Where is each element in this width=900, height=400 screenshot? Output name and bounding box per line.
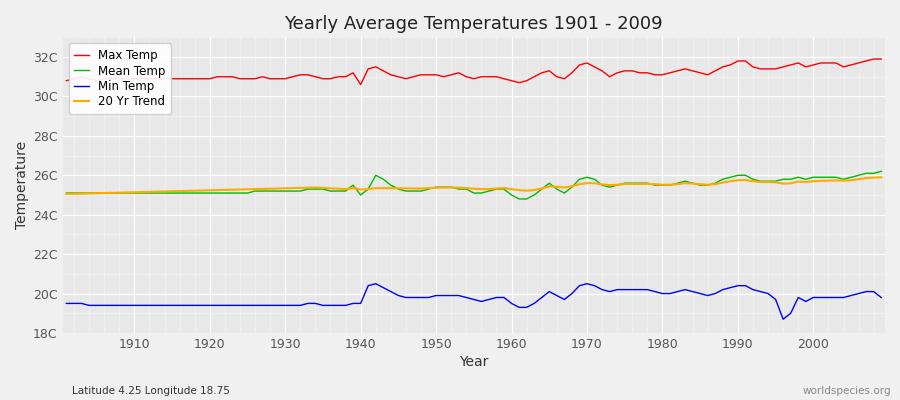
Max Temp: [876, 57, 886, 62]
Min Temp: [506, 301, 517, 306]
X-axis label: Year: Year: [459, 355, 489, 369]
Mean Temp: [61, 191, 72, 196]
Legend: Max Temp, Mean Temp, Min Temp, 20 Yr Trend: Max Temp, Mean Temp, Min Temp, 20 Yr Tre…: [68, 43, 171, 114]
Max Temp: [287, 74, 298, 79]
Mean Temp: [604, 185, 615, 190]
Mean Temp: [287, 189, 298, 194]
Min Temp: [876, 295, 886, 300]
Line: Mean Temp: Mean Temp: [67, 171, 881, 199]
Min Temp: [122, 303, 132, 308]
Text: worldspecies.org: worldspecies.org: [803, 386, 891, 396]
20 Yr Trend: [122, 190, 132, 195]
Min Temp: [604, 289, 615, 294]
Title: Yearly Average Temperatures 1901 - 2009: Yearly Average Temperatures 1901 - 2009: [284, 15, 663, 33]
20 Yr Trend: [333, 186, 344, 191]
Min Temp: [778, 317, 788, 322]
Min Temp: [333, 303, 344, 308]
Min Temp: [514, 305, 525, 310]
Mean Temp: [876, 169, 886, 174]
Y-axis label: Temperature: Temperature: [15, 141, 29, 229]
Max Temp: [122, 76, 132, 81]
Line: 20 Yr Trend: 20 Yr Trend: [67, 177, 881, 194]
20 Yr Trend: [499, 186, 509, 190]
Mean Temp: [514, 196, 525, 201]
Max Temp: [514, 80, 525, 85]
Min Temp: [287, 303, 298, 308]
20 Yr Trend: [61, 192, 72, 196]
Line: Max Temp: Max Temp: [67, 59, 881, 85]
20 Yr Trend: [287, 186, 298, 190]
Mean Temp: [499, 187, 509, 192]
Mean Temp: [333, 189, 344, 194]
Max Temp: [61, 78, 72, 83]
Max Temp: [333, 74, 344, 79]
Line: Min Temp: Min Temp: [67, 284, 881, 319]
Min Temp: [61, 301, 72, 306]
Min Temp: [370, 281, 381, 286]
Text: Latitude 4.25 Longitude 18.75: Latitude 4.25 Longitude 18.75: [72, 386, 230, 396]
Max Temp: [356, 82, 366, 87]
Max Temp: [604, 74, 615, 79]
20 Yr Trend: [506, 187, 517, 192]
20 Yr Trend: [597, 182, 608, 187]
Max Temp: [868, 57, 879, 62]
Mean Temp: [122, 191, 132, 196]
Mean Temp: [506, 193, 517, 198]
Max Temp: [506, 78, 517, 83]
20 Yr Trend: [876, 175, 886, 180]
